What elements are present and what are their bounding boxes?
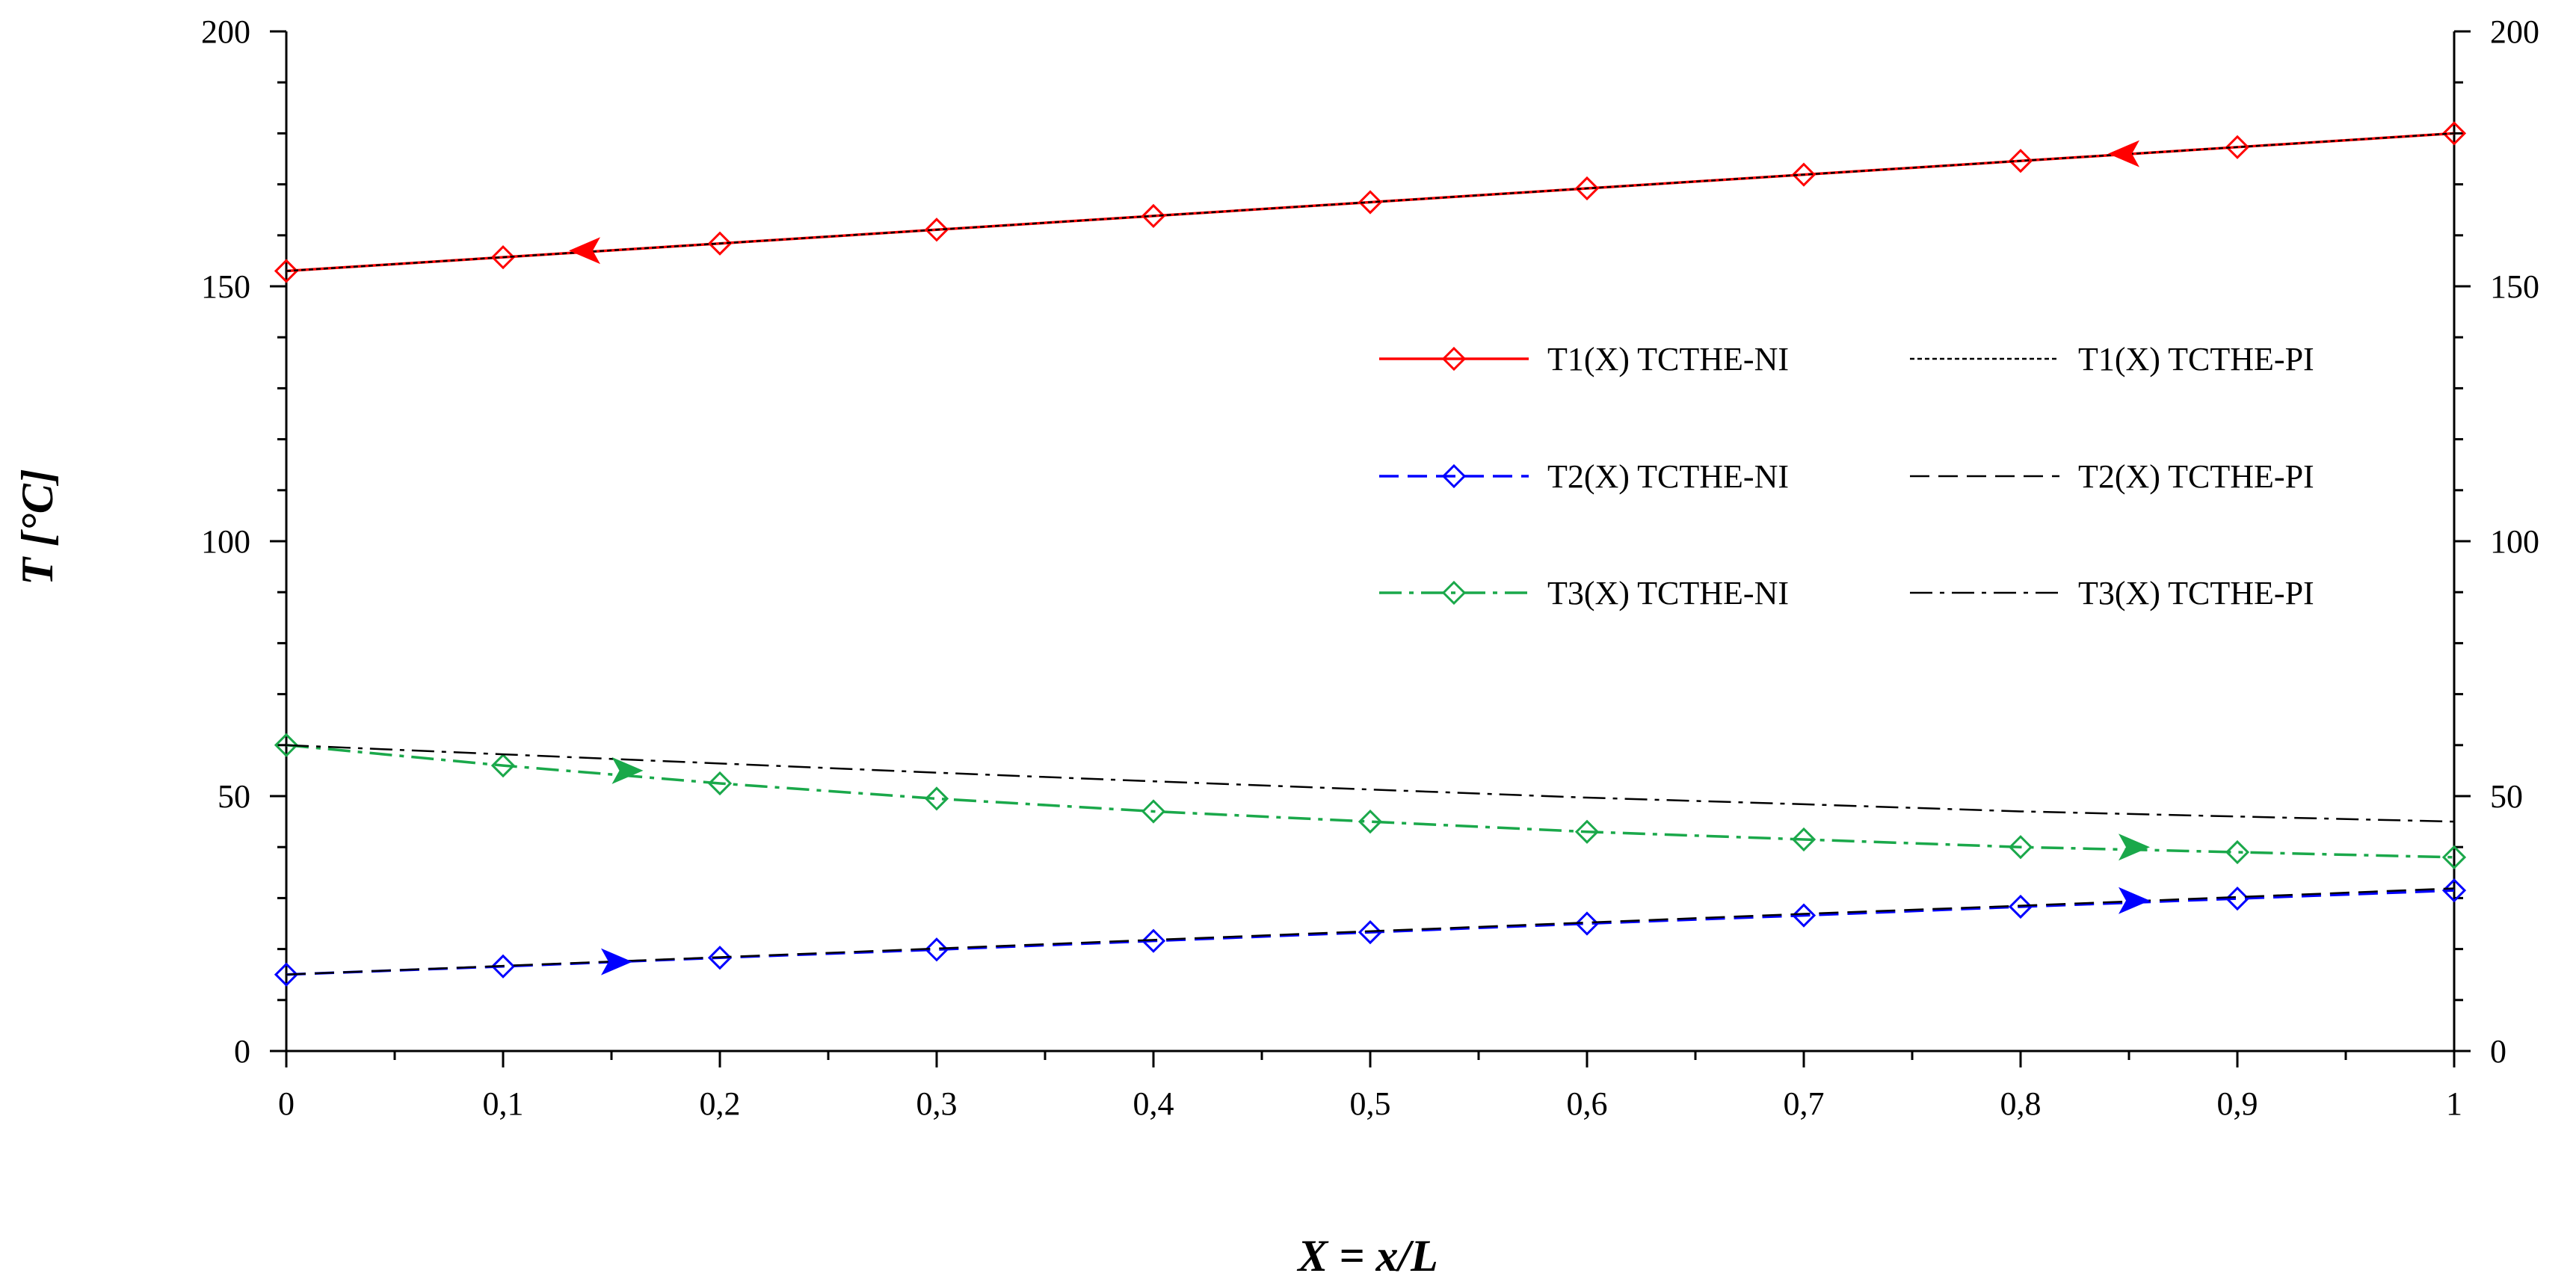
series-marker [2225,135,2250,159]
x-tick-label: 0,9 [2217,1085,2258,1122]
legend-label: T2(X) TCTHE-PI [2078,458,2314,495]
series-marker [274,962,299,987]
series-marker [1791,162,1817,187]
x-tick-label: 0 [278,1085,295,1122]
series-marker [1574,819,1600,844]
x-tick-label: 0,3 [916,1085,958,1122]
y-tick-label-right: 150 [2490,268,2539,305]
legend-marker [1441,346,1467,372]
x-tick-label: 0,6 [1567,1085,1608,1122]
series-marker [2441,878,2467,903]
flow-arrow-marker [2119,887,2150,914]
y-axis-title: T [°C] [13,469,62,585]
series-marker [1358,190,1383,215]
series-line [286,889,2455,976]
series-marker [2008,835,2033,860]
series-marker [1141,799,1166,824]
series-marker [1358,919,1383,945]
series-marker [2008,894,2033,919]
series-marker [707,231,733,256]
flow-arrows [569,140,2150,976]
series-marker [1574,911,1600,936]
legend-label: T1(X) TCTHE-PI [2078,341,2314,377]
series-marker [490,753,516,778]
y-tick-label-right: 0 [2490,1033,2506,1070]
legend-label: T1(X) TCTHE-NI [1547,341,1789,377]
series-marker [924,786,949,811]
legend-label: T3(X) TCTHE-NI [1547,575,1789,611]
legend: T1(X) TCTHE-NI T1(X) TCTHE-PI T2(X) TCTHE-… [1379,341,2314,611]
series-marker [1574,176,1600,201]
x-tick-label: 0,8 [2000,1085,2042,1122]
y-tick-label-right: 50 [2490,778,2523,815]
y-tick-label-left: 100 [201,523,250,560]
series-line [286,744,2455,859]
flow-arrow-marker [611,756,644,784]
legend-label: T3(X) TCTHE-PI [2078,575,2314,611]
x-tick-label: 0,2 [700,1085,741,1122]
flow-arrow-marker [2108,140,2139,167]
y-tick-label-right: 200 [2490,13,2539,50]
legend-marker [1441,580,1467,605]
series-marker [2008,149,2033,173]
series-marker [2441,845,2467,869]
x-tick-label: 0,7 [1784,1085,1825,1122]
series-marker [490,245,516,270]
series-marker [1141,928,1166,953]
flow-arrow-marker [2119,833,2150,861]
x-tick-label: 0,4 [1133,1085,1174,1122]
y-tick-label-right: 100 [2490,523,2539,560]
series-marker [490,954,516,978]
series-marker [2441,121,2467,146]
series-line [286,132,2455,272]
y-tick-label-left: 200 [201,13,250,50]
y-tick-label-left: 50 [218,778,250,815]
series-line [286,744,2455,823]
series-marker [1358,809,1383,834]
x-tick-label: 0,1 [483,1085,524,1122]
series-marker [2225,839,2250,865]
legend-label: T2(X) TCTHE-NI [1547,458,1789,495]
series-marker [2225,886,2250,911]
flow-arrow-marker [601,948,632,976]
y-tick-label-left: 150 [201,268,250,305]
series-marker [924,937,949,962]
flow-arrow-marker [569,237,600,265]
legend-marker [1441,463,1467,489]
series-marker [1791,827,1817,852]
series-marker [1791,903,1817,928]
x-tick-label: 1 [2446,1085,2462,1122]
series-line [286,887,2455,976]
x-tick-label: 0,5 [1350,1085,1391,1122]
series-marker [707,946,733,970]
x-axis-title: X = x/L [1296,1231,1438,1279]
series-marker [924,218,949,242]
series-marker [274,733,299,757]
series-marker [274,259,299,283]
series-marker [1141,203,1166,229]
series-marker [707,771,733,796]
y-tick-label-left: 0 [234,1033,250,1070]
series-layer [274,121,2467,987]
